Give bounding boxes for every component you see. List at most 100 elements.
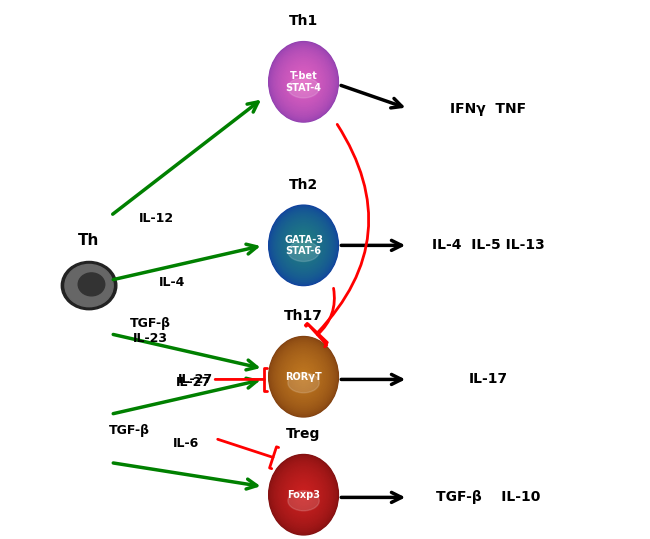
Ellipse shape	[286, 61, 321, 102]
Ellipse shape	[294, 484, 313, 506]
Ellipse shape	[284, 354, 323, 399]
Ellipse shape	[289, 360, 318, 393]
Ellipse shape	[285, 225, 322, 266]
Ellipse shape	[291, 363, 316, 391]
Ellipse shape	[272, 45, 335, 119]
Ellipse shape	[291, 68, 316, 96]
Ellipse shape	[296, 237, 311, 253]
Ellipse shape	[301, 243, 306, 248]
Ellipse shape	[289, 64, 318, 99]
Ellipse shape	[275, 49, 332, 115]
Ellipse shape	[302, 244, 305, 247]
Ellipse shape	[276, 50, 331, 113]
Ellipse shape	[298, 75, 309, 88]
Ellipse shape	[281, 469, 326, 520]
Ellipse shape	[281, 220, 326, 271]
Ellipse shape	[295, 72, 312, 91]
Ellipse shape	[279, 348, 328, 405]
Ellipse shape	[303, 245, 304, 246]
Ellipse shape	[301, 492, 306, 497]
Ellipse shape	[283, 353, 324, 400]
Ellipse shape	[277, 464, 330, 526]
Text: IL-27: IL-27	[177, 373, 213, 386]
Ellipse shape	[277, 346, 330, 407]
Ellipse shape	[288, 373, 319, 393]
Ellipse shape	[283, 221, 324, 270]
Ellipse shape	[300, 241, 307, 250]
Ellipse shape	[301, 79, 306, 85]
Ellipse shape	[296, 74, 311, 90]
Ellipse shape	[270, 207, 337, 284]
Ellipse shape	[301, 492, 306, 498]
Ellipse shape	[271, 208, 336, 283]
Ellipse shape	[276, 344, 332, 409]
Ellipse shape	[278, 215, 330, 275]
Ellipse shape	[290, 230, 317, 261]
Ellipse shape	[285, 473, 322, 517]
Ellipse shape	[290, 229, 317, 261]
Text: TGF-β
IL-23: TGF-β IL-23	[130, 317, 171, 345]
Ellipse shape	[280, 467, 328, 522]
Ellipse shape	[282, 352, 325, 402]
Ellipse shape	[285, 60, 322, 104]
Ellipse shape	[285, 355, 322, 399]
Ellipse shape	[276, 50, 332, 114]
Ellipse shape	[291, 362, 317, 391]
Ellipse shape	[300, 77, 307, 87]
Ellipse shape	[280, 54, 328, 109]
Ellipse shape	[281, 350, 326, 403]
Ellipse shape	[272, 459, 335, 531]
Ellipse shape	[290, 66, 317, 97]
Ellipse shape	[282, 470, 325, 520]
Ellipse shape	[284, 223, 323, 268]
Text: IL-27: IL-27	[176, 376, 211, 389]
Ellipse shape	[299, 240, 308, 251]
Ellipse shape	[274, 212, 333, 279]
Ellipse shape	[278, 465, 330, 525]
Ellipse shape	[273, 341, 334, 412]
Text: IL-12: IL-12	[138, 212, 174, 225]
Ellipse shape	[281, 56, 326, 108]
Ellipse shape	[295, 72, 312, 92]
Ellipse shape	[274, 49, 333, 115]
Ellipse shape	[301, 242, 306, 248]
Ellipse shape	[274, 47, 333, 116]
Ellipse shape	[274, 211, 333, 280]
Ellipse shape	[303, 81, 304, 82]
Ellipse shape	[287, 357, 320, 396]
Ellipse shape	[294, 71, 313, 93]
Ellipse shape	[292, 363, 315, 390]
Ellipse shape	[291, 231, 317, 260]
Ellipse shape	[268, 42, 339, 122]
Text: IL-17: IL-17	[469, 372, 508, 386]
Ellipse shape	[274, 460, 333, 530]
Ellipse shape	[295, 485, 312, 505]
Ellipse shape	[292, 233, 315, 258]
Ellipse shape	[301, 374, 306, 379]
Ellipse shape	[283, 58, 324, 106]
Ellipse shape	[293, 70, 314, 94]
Ellipse shape	[297, 238, 310, 253]
Ellipse shape	[272, 46, 335, 118]
Ellipse shape	[290, 479, 317, 510]
Ellipse shape	[283, 58, 324, 105]
Text: Th17: Th17	[284, 309, 323, 323]
Ellipse shape	[294, 71, 313, 93]
Ellipse shape	[294, 365, 313, 388]
Ellipse shape	[296, 486, 311, 503]
Ellipse shape	[288, 64, 319, 100]
Ellipse shape	[302, 493, 305, 496]
Ellipse shape	[293, 233, 314, 258]
Ellipse shape	[290, 361, 317, 392]
Ellipse shape	[278, 347, 329, 406]
Ellipse shape	[271, 339, 336, 414]
Ellipse shape	[295, 485, 312, 504]
Ellipse shape	[287, 226, 320, 264]
Ellipse shape	[276, 214, 331, 277]
Ellipse shape	[287, 63, 320, 101]
Ellipse shape	[287, 63, 320, 101]
Ellipse shape	[289, 478, 318, 512]
Ellipse shape	[279, 54, 328, 110]
Ellipse shape	[281, 351, 326, 402]
Ellipse shape	[285, 223, 322, 267]
